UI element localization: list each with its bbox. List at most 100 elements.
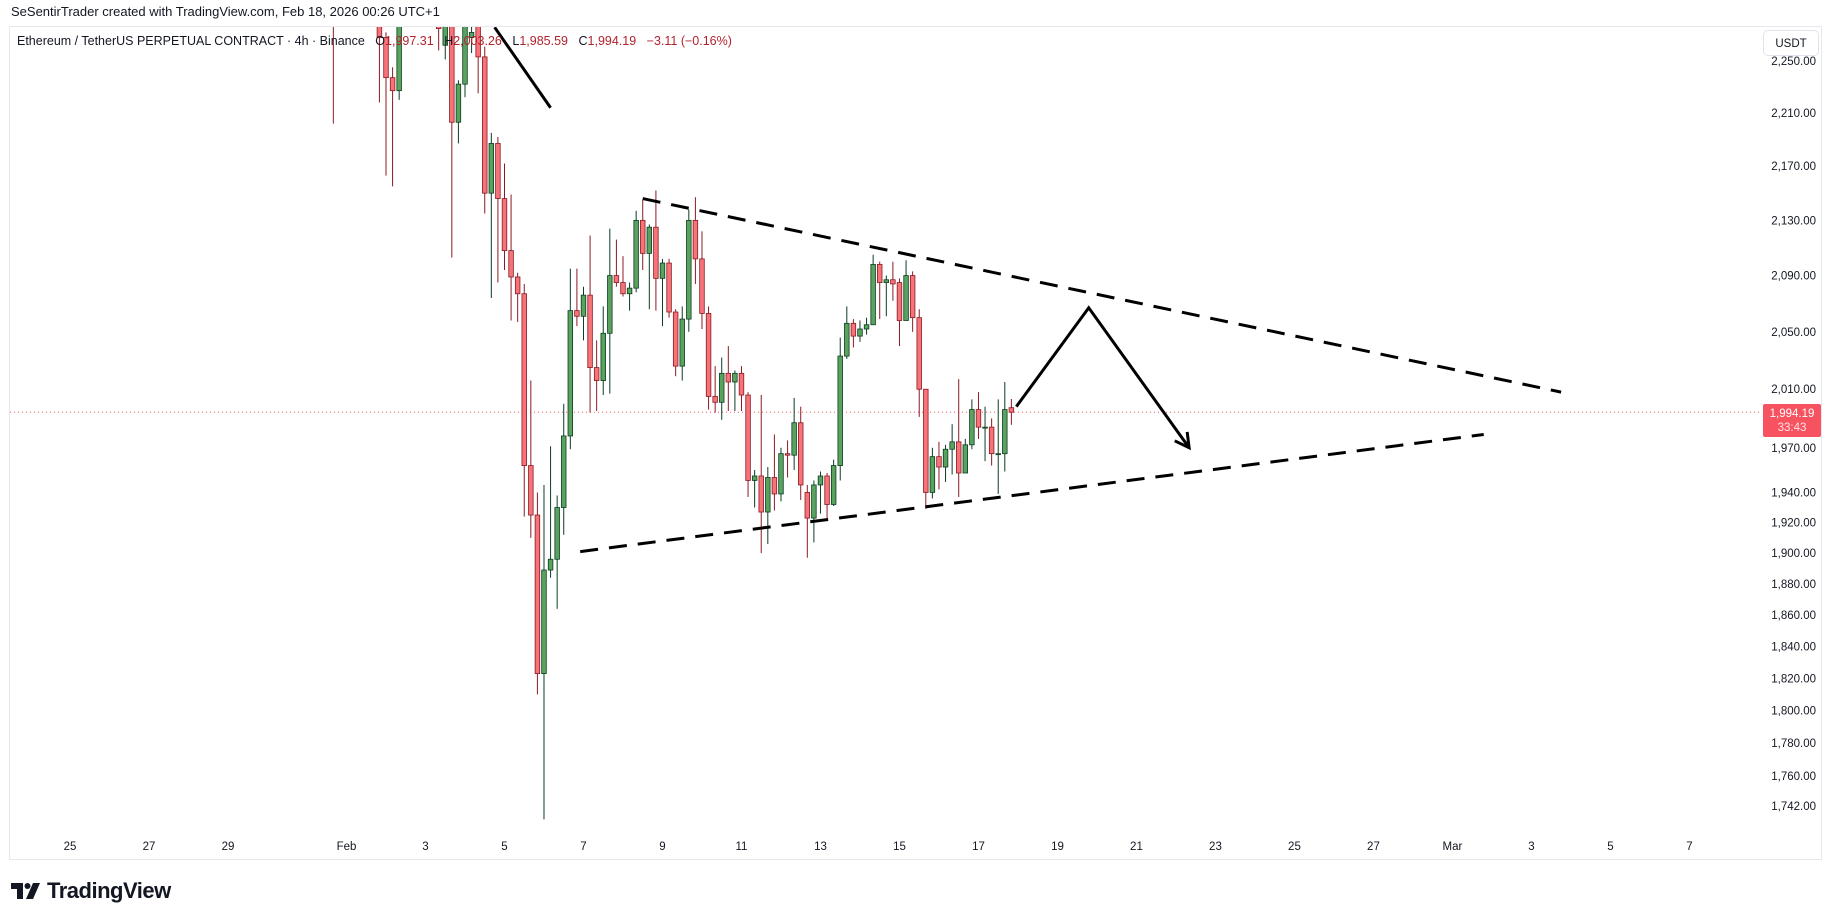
time-tick-label: 5 <box>501 841 507 853</box>
time-tick-label: Mar <box>1443 841 1463 853</box>
candle-body-down <box>383 37 389 79</box>
time-tick-label: 29 <box>222 841 235 853</box>
candle-body-up <box>778 453 784 495</box>
candle-body-down <box>916 317 922 390</box>
candle-body-down <box>824 475 830 505</box>
candle <box>830 459 837 506</box>
trendline <box>493 27 552 109</box>
candle <box>514 272 521 322</box>
candle-body-up <box>751 475 758 481</box>
candle <box>751 470 758 508</box>
candle <box>534 492 541 695</box>
candle <box>640 199 646 271</box>
price-tick-label: 1,940.00 <box>1771 487 1816 499</box>
candle-body-up <box>719 372 725 403</box>
candle-body-up <box>863 324 870 330</box>
candle-body-down <box>896 282 903 321</box>
candle <box>396 27 402 100</box>
candle <box>626 282 633 311</box>
open-value: 1,997.31 <box>385 34 434 48</box>
candle-body-down <box>758 475 764 513</box>
price-axis[interactable]: 2,250.00 2,210.00 2,170.00 2,130.00 2,090.00… <box>1771 56 1816 813</box>
candle-body-down <box>521 293 527 466</box>
candle-body-down <box>482 56 488 194</box>
price-tick-label: 1,780.00 <box>1771 738 1816 750</box>
candle <box>975 392 982 439</box>
candle <box>699 231 705 330</box>
time-axis[interactable]: 25 27 29 Feb 3 5 7 9 11 13 15 17 19 21 23 25 27 Mar 3 5 7 <box>64 841 1693 853</box>
tradingview-logo[interactable]: TradingView <box>11 878 171 904</box>
candle <box>501 163 508 271</box>
candle-body-up <box>679 318 685 367</box>
candle <box>442 27 448 60</box>
candle-body-down <box>692 219 699 260</box>
candle-body-down <box>1008 407 1015 413</box>
candle-body-down <box>850 322 857 337</box>
last-price-value: 1,994.19 <box>1769 408 1815 420</box>
candle-body-down <box>798 422 804 486</box>
candle <box>798 406 804 500</box>
candle <box>376 27 383 103</box>
candle <box>765 467 771 544</box>
candle <box>791 397 797 471</box>
candle-body-up <box>1002 409 1008 455</box>
time-tick-label: 27 <box>1367 841 1380 853</box>
candle-body-up <box>883 279 890 283</box>
candle <box>475 27 481 94</box>
candle-body-down <box>923 388 929 493</box>
candle <box>949 424 955 475</box>
candle <box>863 317 870 335</box>
candle <box>435 27 442 51</box>
arrowhead-icon <box>1174 431 1191 451</box>
candle-body-down <box>620 282 626 295</box>
chart-frame <box>9 26 1822 860</box>
candle-body-up <box>949 441 955 450</box>
candle-body-up <box>626 287 633 295</box>
candle <box>607 228 613 394</box>
projection-arrow-path <box>1015 305 1191 449</box>
candle <box>857 320 863 342</box>
time-tick-label: 13 <box>814 841 827 853</box>
chart-pane[interactable] <box>10 0 1762 820</box>
price-tick-label: 2,090.00 <box>1771 271 1816 283</box>
price-tick-label: 1,800.00 <box>1771 706 1816 718</box>
candle-body-up <box>442 27 448 46</box>
candle <box>646 224 653 310</box>
currency-button[interactable]: USDT <box>1763 30 1819 56</box>
logo-text: TradingView <box>47 878 171 903</box>
price-tick-label: 1,820.00 <box>1771 673 1816 685</box>
candle <box>784 440 791 478</box>
candle <box>817 471 824 514</box>
candle-body-down <box>738 372 745 396</box>
candle-body-down <box>514 276 521 295</box>
price-tick-label: 2,250.00 <box>1771 56 1816 68</box>
candle-body-down <box>712 396 718 403</box>
dashed-trendline <box>642 197 1562 394</box>
time-tick-label: Feb <box>337 841 357 853</box>
low-value: 1,985.59 <box>519 34 568 48</box>
candle-body-down <box>534 514 541 674</box>
candle-body-up <box>837 355 843 466</box>
candle <box>969 399 975 450</box>
candle <box>580 286 587 341</box>
symbol-title[interactable]: Ethereum / TetherUS PERPETUAL CONTRACT ·… <box>17 34 365 48</box>
candle-body-down <box>574 310 580 317</box>
time-tick-label: 21 <box>1130 841 1143 853</box>
candle <box>1002 381 1008 472</box>
candle-body-up <box>633 219 639 289</box>
candle-body-up <box>488 143 495 194</box>
price-tick-label: 1,900.00 <box>1771 548 1816 560</box>
candle <box>719 357 725 420</box>
author-watermark: SeSentirTrader created with TradingView.… <box>11 4 440 19</box>
price-tick-label: 2,170.00 <box>1771 161 1816 173</box>
dashed-trendline <box>580 432 1484 554</box>
candle <box>495 136 501 283</box>
price-tick-label: 2,010.00 <box>1771 384 1816 396</box>
candle <box>468 27 475 54</box>
candle <box>771 434 778 511</box>
price-tick-label: 1,760.00 <box>1771 771 1816 783</box>
candle-body-down <box>495 143 501 199</box>
candle-body-up <box>541 569 547 674</box>
candle-body-up <box>811 484 817 519</box>
